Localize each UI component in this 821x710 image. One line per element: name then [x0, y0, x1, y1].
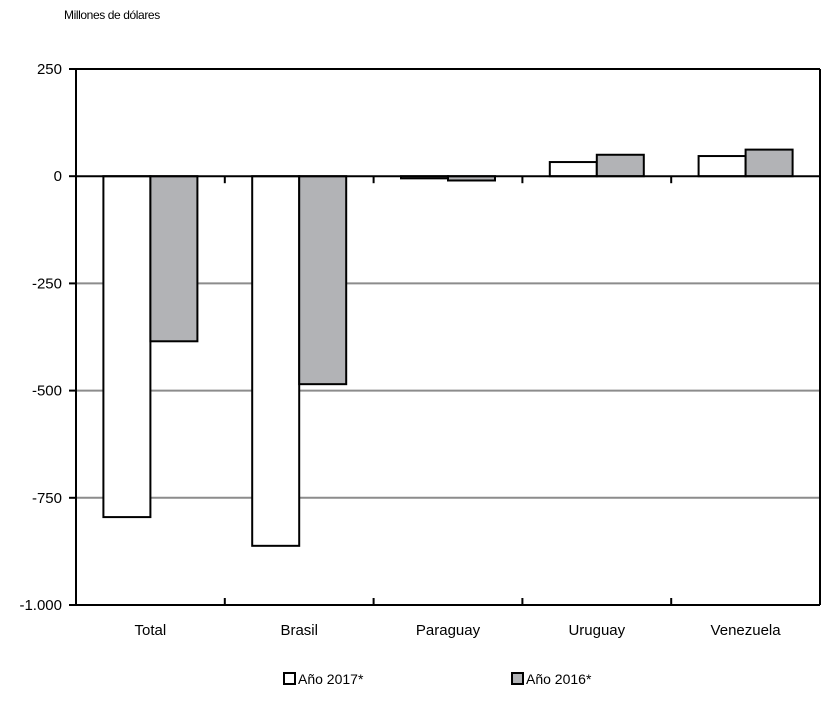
legend: Año 2017* Año 2016*	[283, 671, 592, 687]
y-tick-label: -250	[32, 275, 62, 292]
y-tick-label: 250	[37, 61, 62, 78]
x-tick-labels: Total Brasil Paraguay Uruguay Venezuela	[135, 622, 782, 639]
bar-series2-venezuela	[744, 148, 794, 178]
axes	[69, 68, 821, 606]
x-tick-label: Paraguay	[416, 622, 481, 639]
x-tick-label: Brasil	[280, 622, 318, 639]
bar-series2-brasil	[298, 175, 348, 386]
legend-label: Año 2016*	[526, 671, 592, 687]
bar-series1-total	[102, 175, 152, 519]
x-tick-label: Venezuela	[711, 622, 782, 639]
legend-swatch	[511, 672, 524, 685]
bar-series1-venezuela	[697, 155, 747, 178]
legend-swatch	[283, 672, 296, 685]
y-tick-label: -1.000	[19, 597, 62, 614]
legend-label: Año 2017*	[298, 671, 364, 687]
gridlines	[76, 282, 820, 499]
bars	[102, 148, 794, 547]
y-tick-label: -500	[32, 383, 62, 400]
bar-series2-uruguay	[595, 153, 645, 178]
y-tick-label: -750	[32, 490, 62, 507]
x-tick-label: Uruguay	[568, 622, 625, 639]
x-tick-label: Total	[135, 622, 167, 639]
y-tick-label: 0	[54, 168, 62, 185]
bar-series1-uruguay	[548, 161, 598, 178]
unit-label: Millones de dólares	[64, 8, 160, 22]
bar-series1-brasil	[251, 175, 301, 547]
bar-series2-total	[149, 175, 199, 343]
y-tick-labels: 250 0 -250 -500 -750 -1.000	[19, 61, 62, 614]
